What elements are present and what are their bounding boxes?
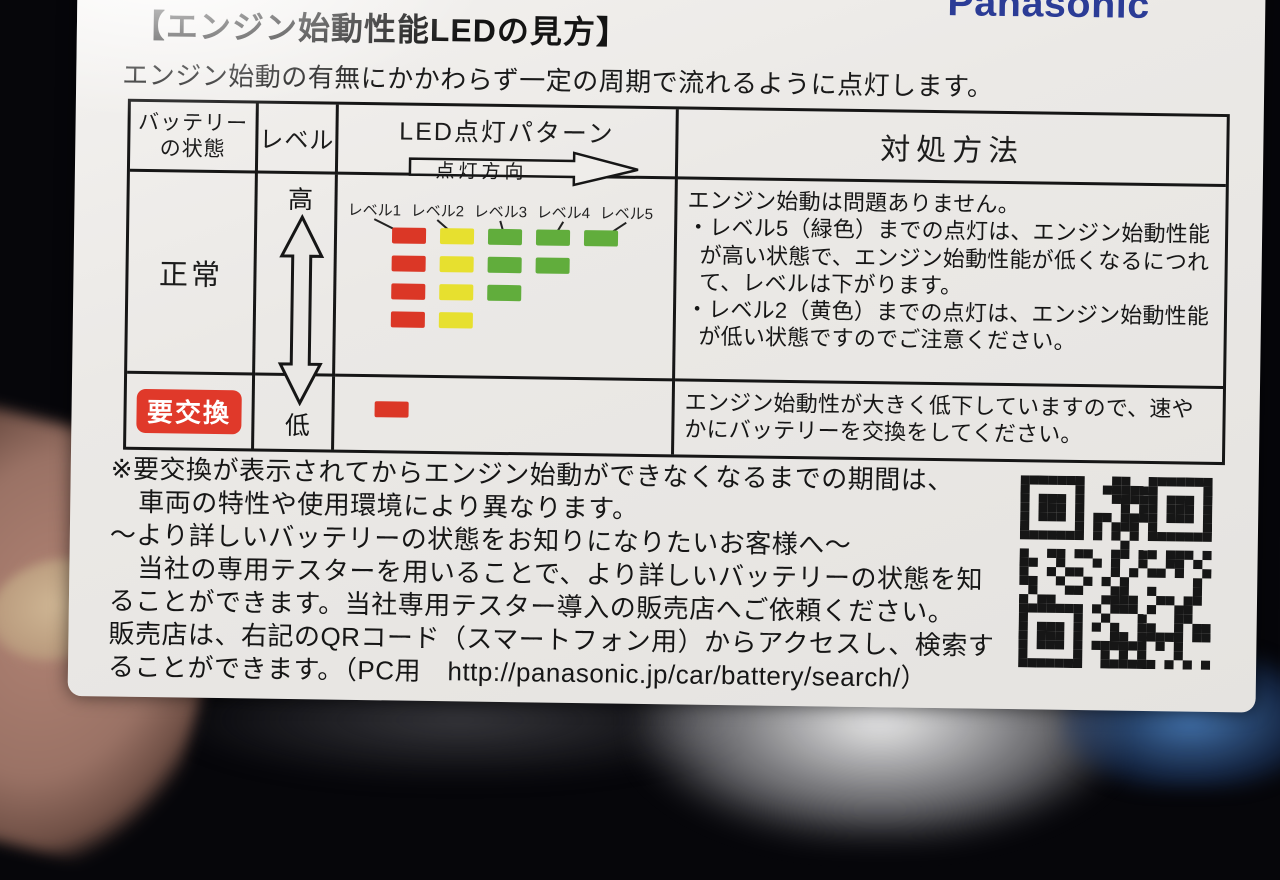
- action-line: エンジン始動性が大きく低下していますので、速やかにバッテリーを交換をしてください…: [684, 389, 1194, 448]
- led-bar-red: [374, 401, 409, 418]
- led-bar-yellow: [438, 312, 473, 329]
- level-low-label: 低: [284, 411, 311, 441]
- header-led-pattern-label: LED点灯パターン: [399, 117, 615, 149]
- led-bar-yellow: [439, 256, 474, 273]
- led-bar-green: [535, 257, 570, 274]
- footer-notes: ※要交換が表示されてからエンジン始動ができなくなるまでの期間は、 車両の特性や使…: [108, 449, 1011, 693]
- replace-status-cell: 要交換: [126, 373, 256, 449]
- led-bar-green: [535, 229, 571, 246]
- led-bar-red: [391, 227, 427, 244]
- led-level-label: レベル4: [536, 204, 591, 223]
- right-arrow-icon: [408, 151, 638, 187]
- led-bar-yellow: [439, 228, 475, 245]
- led-bar-red: [391, 283, 426, 300]
- header-action-label: 対処方法: [880, 132, 1025, 168]
- led-bar-row: [391, 255, 618, 274]
- led-bar-green: [487, 228, 523, 246]
- led-bar-grid: [390, 227, 619, 342]
- panasonic-logo: Panasonic: [947, 0, 1151, 27]
- led-bar-row: [390, 311, 617, 330]
- led-level-label: レベル5: [599, 205, 654, 224]
- qr-code: [1018, 475, 1213, 670]
- lighting-direction-arrow: 点灯方向: [405, 148, 641, 187]
- led-bar-row: [391, 283, 617, 302]
- led-bar-green: [583, 230, 619, 247]
- level-high-label: 高: [287, 185, 314, 215]
- led-bar-green: [487, 284, 522, 302]
- normal-action-cell: エンジン始動は問題ありません。 ・レベル5（緑色）までの点灯は、エンジン始動性能…: [675, 179, 1226, 390]
- up-down-arrow-icon: [277, 213, 325, 407]
- led-replace-bars: [374, 401, 409, 418]
- led-bar-red: [391, 255, 426, 272]
- led-bar-red: [390, 311, 425, 328]
- led-guide-table: バッテリー の状態 レベル LED点灯パターン 点灯方向 対処方法 正常: [123, 98, 1230, 466]
- replace-action-cell: エンジン始動性が大きく低下していますので、速やかにバッテリーを交換をしてください…: [674, 381, 1223, 462]
- page-title: 【エンジン始動性能LEDの見方】: [132, 7, 630, 51]
- led-level-label: レベル2: [410, 202, 465, 221]
- led-bar-yellow: [439, 284, 474, 301]
- header-level-label: レベル: [259, 126, 335, 155]
- led-replace-area: [334, 377, 672, 455]
- led-replace-cell: [334, 376, 676, 455]
- status-normal: 正常: [158, 258, 224, 292]
- led-pattern-area: レベル1 レベル2 レベル3 レベル4 レベル5: [335, 175, 675, 379]
- led-bar-row: [391, 227, 619, 247]
- header-led-pattern: LED点灯パターン 点灯方向: [337, 104, 679, 187]
- led-level-label: レベル3: [473, 203, 528, 222]
- led-level-label: レベル1: [347, 201, 402, 220]
- header-battery-state: バッテリー の状態: [129, 101, 259, 174]
- action-line: ・レベル2（黄色）までの点灯は、エンジン始動性能が低い状態ですのでご注意ください…: [685, 296, 1210, 355]
- subtitle: エンジン始動の有無にかかわらず一定の周期で流れるように点灯します。: [122, 59, 994, 102]
- replace-badge: 要交換: [136, 388, 242, 434]
- header-action: 対処方法: [677, 109, 1227, 188]
- header-battery-state-line2: の状態: [159, 136, 226, 161]
- action-line: ・レベル5（緑色）までの点灯は、エンジン始動性能が高い状態で、エンジン始動性能が…: [687, 214, 1211, 299]
- header-level: レベル: [257, 103, 339, 175]
- header-battery-state-line1: バッテリー: [137, 111, 249, 136]
- battery-label-card: Panasonic 【エンジン始動性能LEDの見方】 エンジン始動の有無にかかわ…: [67, 0, 1266, 713]
- led-pattern-cell: レベル1 レベル2 レベル3 レベル4 レベル5: [335, 174, 678, 382]
- led-bar-green: [487, 256, 522, 274]
- normal-status-cell: 正常: [127, 171, 258, 376]
